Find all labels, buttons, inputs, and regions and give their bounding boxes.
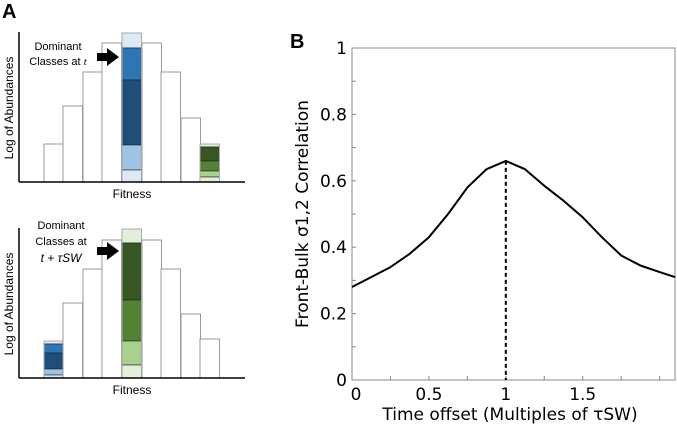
bar-segment	[121, 299, 142, 342]
arrow-icon-top	[97, 48, 119, 66]
y-tick-label: 0	[336, 371, 347, 391]
bar-segment	[121, 169, 142, 183]
x-tick-label: 0	[351, 385, 362, 405]
bar-segment	[43, 352, 64, 370]
x-tick-label: 1	[500, 385, 511, 405]
bar-segment	[43, 368, 64, 376]
bar-segment	[43, 343, 64, 354]
bar-segment	[199, 160, 220, 172]
x-axis-label-top: Fitness	[113, 187, 152, 201]
histogram-bottom	[18, 228, 245, 379]
histogram-bar	[141, 239, 162, 379]
bar-segment	[121, 364, 142, 379]
bar-segment	[199, 146, 220, 162]
y-axis-label-bottom: Log of Abundances	[2, 253, 16, 356]
histogram-bar	[160, 268, 181, 379]
arrow-icon-bottom	[97, 242, 119, 260]
histogram-top	[18, 32, 245, 183]
plot-frame	[351, 47, 676, 381]
y-axis-label: Front-Bulk σ1,2 Correlation	[293, 100, 313, 328]
annotation-bottom-line2: Classes at	[35, 236, 86, 248]
histogram-bar	[141, 42, 162, 183]
annotation-bottom-line1: Dominant	[37, 220, 84, 232]
bar-segment	[121, 340, 142, 366]
x-tick-label: 0.5	[415, 385, 442, 405]
histogram-bar	[199, 338, 220, 379]
y-tick-label: 0.8	[320, 105, 347, 125]
series-line-correlation	[351, 159, 676, 288]
histogram-bar	[180, 313, 201, 379]
line-chart: 0 0.2 0.4 0.6 0.8 1 0 0.5 1 1.5	[320, 39, 676, 405]
histogram-bar	[62, 302, 83, 379]
bar-segment	[121, 242, 142, 301]
annotation-top-line1: Dominant	[34, 41, 81, 53]
y-tick-label: 0.4	[320, 238, 347, 258]
y-tick-label: 1	[336, 39, 347, 59]
x-tick-label: 1.5	[569, 385, 596, 405]
histogram-bar	[82, 268, 103, 379]
bar-segment	[199, 170, 220, 178]
histogram-bar	[62, 105, 83, 183]
panel-b-label: B	[290, 31, 304, 53]
annotation-bottom-var: t + τSW	[41, 251, 84, 265]
histogram-bar	[180, 117, 201, 183]
histogram-bar	[101, 42, 122, 183]
bar-segment	[121, 228, 142, 244]
y-tick-label: 0.2	[320, 305, 347, 325]
bar-segment	[121, 32, 142, 49]
x-axis-label: Time offset (Multiples of τSW)	[381, 405, 637, 425]
panel-a-label: A	[2, 1, 16, 23]
histogram-bar	[101, 239, 122, 379]
annotation-top-line2: Classes at t	[29, 56, 87, 68]
histogram-bar	[160, 71, 181, 183]
histogram-bar	[82, 71, 103, 183]
bar-segment	[121, 47, 142, 81]
x-axis-label-bottom: Fitness	[113, 383, 152, 397]
y-axis-label-top: Log of Abundances	[2, 57, 16, 160]
bar-segment	[121, 79, 142, 146]
y-tick-label: 0.6	[320, 172, 347, 192]
bar-segment	[121, 144, 142, 171]
histogram-bar	[43, 143, 64, 183]
